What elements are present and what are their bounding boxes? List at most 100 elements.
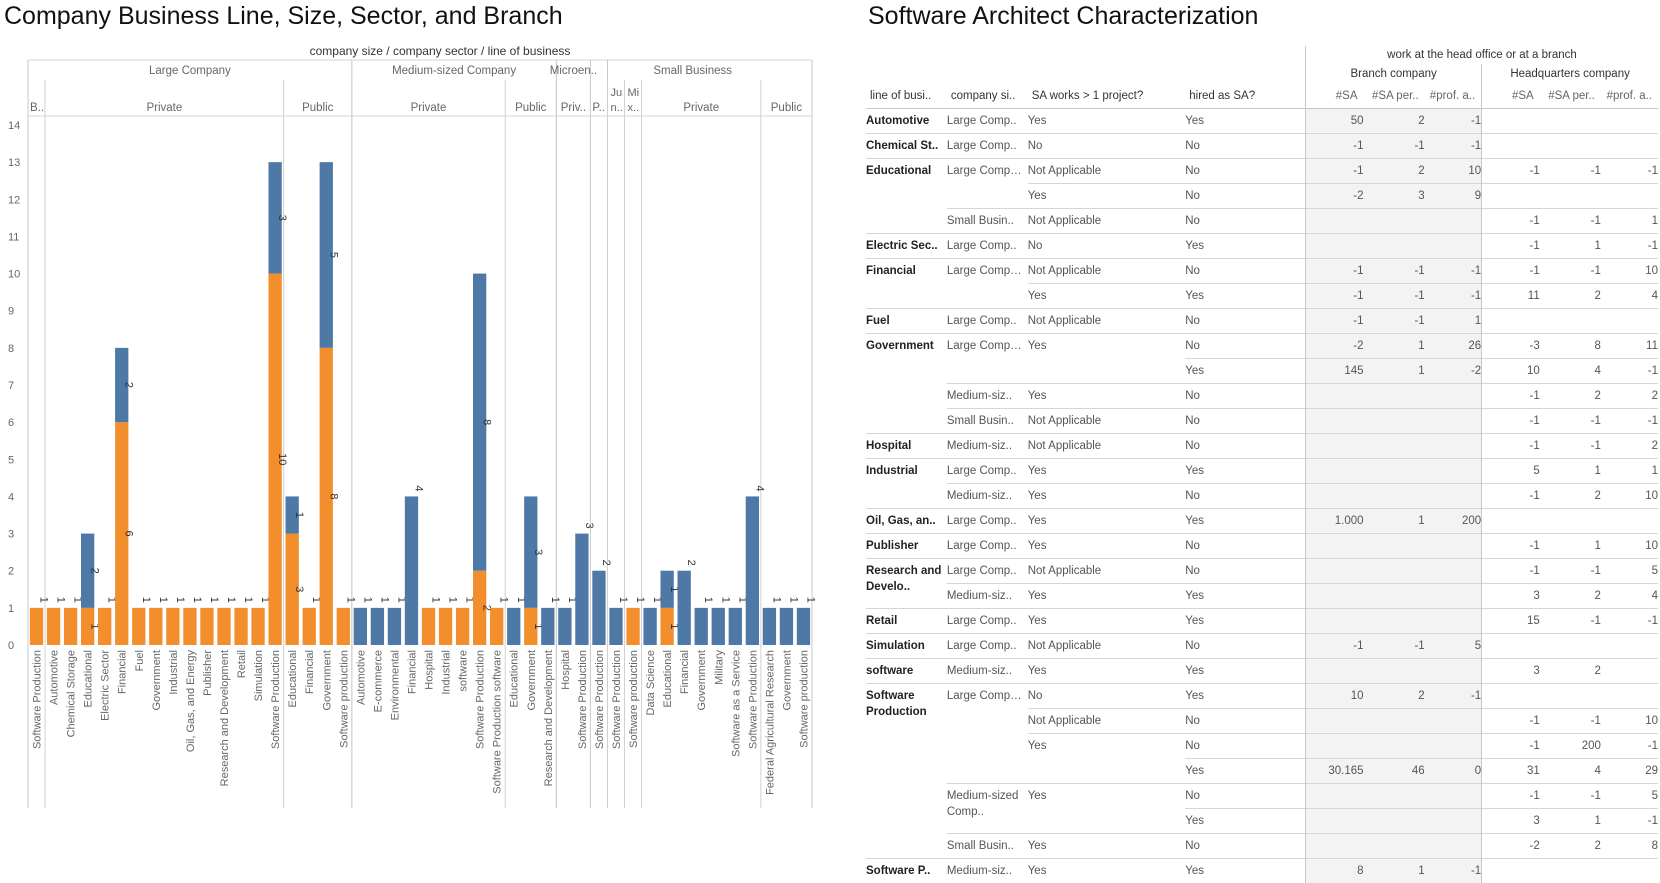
col-header-hired-as-sa: hired as SA? bbox=[1185, 84, 1305, 109]
size-header-label: Large Company bbox=[149, 65, 231, 77]
cell-hired-as-sa: Yes bbox=[1185, 609, 1305, 634]
cell-company-size: Large Comp.. bbox=[947, 559, 1028, 584]
x-category-label: Data Science bbox=[645, 650, 657, 715]
cell-hq-value: 5 bbox=[1482, 459, 1540, 484]
cell-branch-value bbox=[1305, 209, 1363, 234]
cell-hq-value: -1 bbox=[1482, 234, 1540, 259]
cell-hq-value bbox=[1482, 184, 1540, 209]
bar-segment-orange bbox=[64, 608, 77, 645]
cell-branch-value bbox=[1364, 809, 1425, 834]
cell-hq-value: 8 bbox=[1601, 834, 1658, 859]
cell-multi-project: Yes bbox=[1028, 484, 1186, 509]
cell-hq-value: 10 bbox=[1482, 359, 1540, 384]
bar-label-top: 1 bbox=[804, 597, 816, 603]
cell-hq-value: 2 bbox=[1540, 284, 1601, 309]
cell-hired-as-sa: No bbox=[1185, 834, 1305, 859]
cell-hired-as-sa: Yes bbox=[1185, 659, 1305, 684]
cell-hq-value bbox=[1540, 859, 1601, 883]
cell-company-size: Large Comp.. bbox=[947, 509, 1028, 534]
bar-label-top: 1 bbox=[770, 597, 782, 603]
cell-hq-value bbox=[1601, 309, 1658, 334]
y-tick-label: 2 bbox=[8, 566, 14, 578]
cell-company-size: Small Busin.. bbox=[947, 209, 1028, 234]
col-header-branch-prof: #prof. a.. bbox=[1425, 84, 1482, 109]
cell-hired-as-sa: No bbox=[1185, 634, 1305, 659]
cell-hq-value: -1 bbox=[1482, 384, 1540, 409]
x-category-label: Educational bbox=[287, 650, 299, 708]
cell-hq-value: 11 bbox=[1482, 284, 1540, 309]
cell-branch-value: -1 bbox=[1425, 109, 1482, 134]
cell-branch-value: 8 bbox=[1305, 859, 1363, 883]
cell-branch-value: -1 bbox=[1364, 134, 1425, 159]
cell-hq-value: 2 bbox=[1601, 384, 1658, 409]
cell-hq-value bbox=[1482, 134, 1540, 159]
cell-branch-value: -2 bbox=[1425, 359, 1482, 384]
sector-header-label: Priv.. bbox=[561, 102, 586, 114]
cell-branch-value: -2 bbox=[1305, 334, 1363, 359]
cell-multi-project: Yes bbox=[1028, 834, 1186, 859]
cell-hired-as-sa: No bbox=[1185, 409, 1305, 434]
cell-hq-value bbox=[1601, 634, 1658, 659]
cell-hq-value: 4 bbox=[1540, 359, 1601, 384]
cell-company-size: Large Company bbox=[947, 684, 1028, 784]
cell-branch-value: -1 bbox=[1425, 859, 1482, 883]
x-category-label: Software Production bbox=[475, 650, 487, 749]
y-tick-label: 9 bbox=[8, 306, 14, 318]
cell-branch-value: -1 bbox=[1425, 134, 1482, 159]
bar-segment-blue bbox=[541, 608, 554, 645]
cell-branch-value bbox=[1305, 584, 1363, 609]
cell-hq-value: -1 bbox=[1540, 209, 1601, 234]
cell-company-size: Large Company bbox=[947, 259, 1028, 309]
cell-multi-project: Not Applicable bbox=[1028, 309, 1186, 334]
cell-branch-value: -1 bbox=[1364, 634, 1425, 659]
cell-line-of-business: Automotive bbox=[866, 109, 947, 134]
cell-hired-as-sa: No bbox=[1185, 434, 1305, 459]
y-tick-label: 0 bbox=[8, 640, 14, 652]
cell-multi-project: Not Applicable bbox=[1028, 434, 1186, 459]
x-category-label: Government bbox=[321, 650, 333, 711]
cell-branch-value bbox=[1425, 384, 1482, 409]
cell-hq-value: -1 bbox=[1482, 709, 1540, 734]
bar-segment-blue bbox=[592, 571, 605, 645]
bar-segment-blue bbox=[678, 571, 691, 645]
cell-hq-value bbox=[1601, 109, 1658, 134]
bar-segment-blue bbox=[695, 608, 708, 645]
sector-header-label: Public bbox=[771, 102, 803, 114]
cell-line-of-business: Financial bbox=[866, 259, 947, 309]
cell-multi-project: Not Applicable bbox=[1028, 209, 1186, 234]
x-category-label: Software Production bbox=[32, 650, 44, 749]
x-category-label: Financial bbox=[406, 650, 418, 694]
cell-hq-value bbox=[1482, 309, 1540, 334]
cell-branch-value bbox=[1364, 659, 1425, 684]
cell-line-of-business: Government bbox=[866, 334, 947, 434]
cell-hq-value bbox=[1540, 109, 1601, 134]
cell-branch-value: 0 bbox=[1425, 759, 1482, 784]
bar-label-orange: 10 bbox=[276, 453, 288, 465]
sector-header-label: Ju bbox=[610, 87, 622, 99]
bar-label-blue: 1 bbox=[293, 512, 305, 518]
cell-branch-value bbox=[1425, 409, 1482, 434]
cell-branch-value bbox=[1364, 459, 1425, 484]
cell-branch-value: 1 bbox=[1364, 509, 1425, 534]
chart-header-caption: company size / company sector / line of … bbox=[310, 44, 571, 58]
cell-company-size: Small Busin.. bbox=[947, 409, 1028, 434]
bar-segment-orange bbox=[456, 608, 469, 645]
bar-segment-blue bbox=[780, 608, 793, 645]
cell-line-of-business: software bbox=[866, 659, 947, 684]
cell-hq-value bbox=[1540, 684, 1601, 709]
x-category-label: Software production bbox=[628, 650, 640, 748]
x-category-label: Software as a Service bbox=[730, 650, 742, 757]
cell-branch-value: 200 bbox=[1425, 509, 1482, 534]
cell-multi-project: Yes bbox=[1028, 734, 1186, 759]
bar-label-top: 1 bbox=[378, 597, 390, 603]
cell-hq-value: 31 bbox=[1482, 759, 1540, 784]
bar-segment-blue bbox=[371, 608, 384, 645]
cell-branch-value: 2 bbox=[1364, 109, 1425, 134]
cell-branch-value: -1 bbox=[1305, 259, 1363, 284]
